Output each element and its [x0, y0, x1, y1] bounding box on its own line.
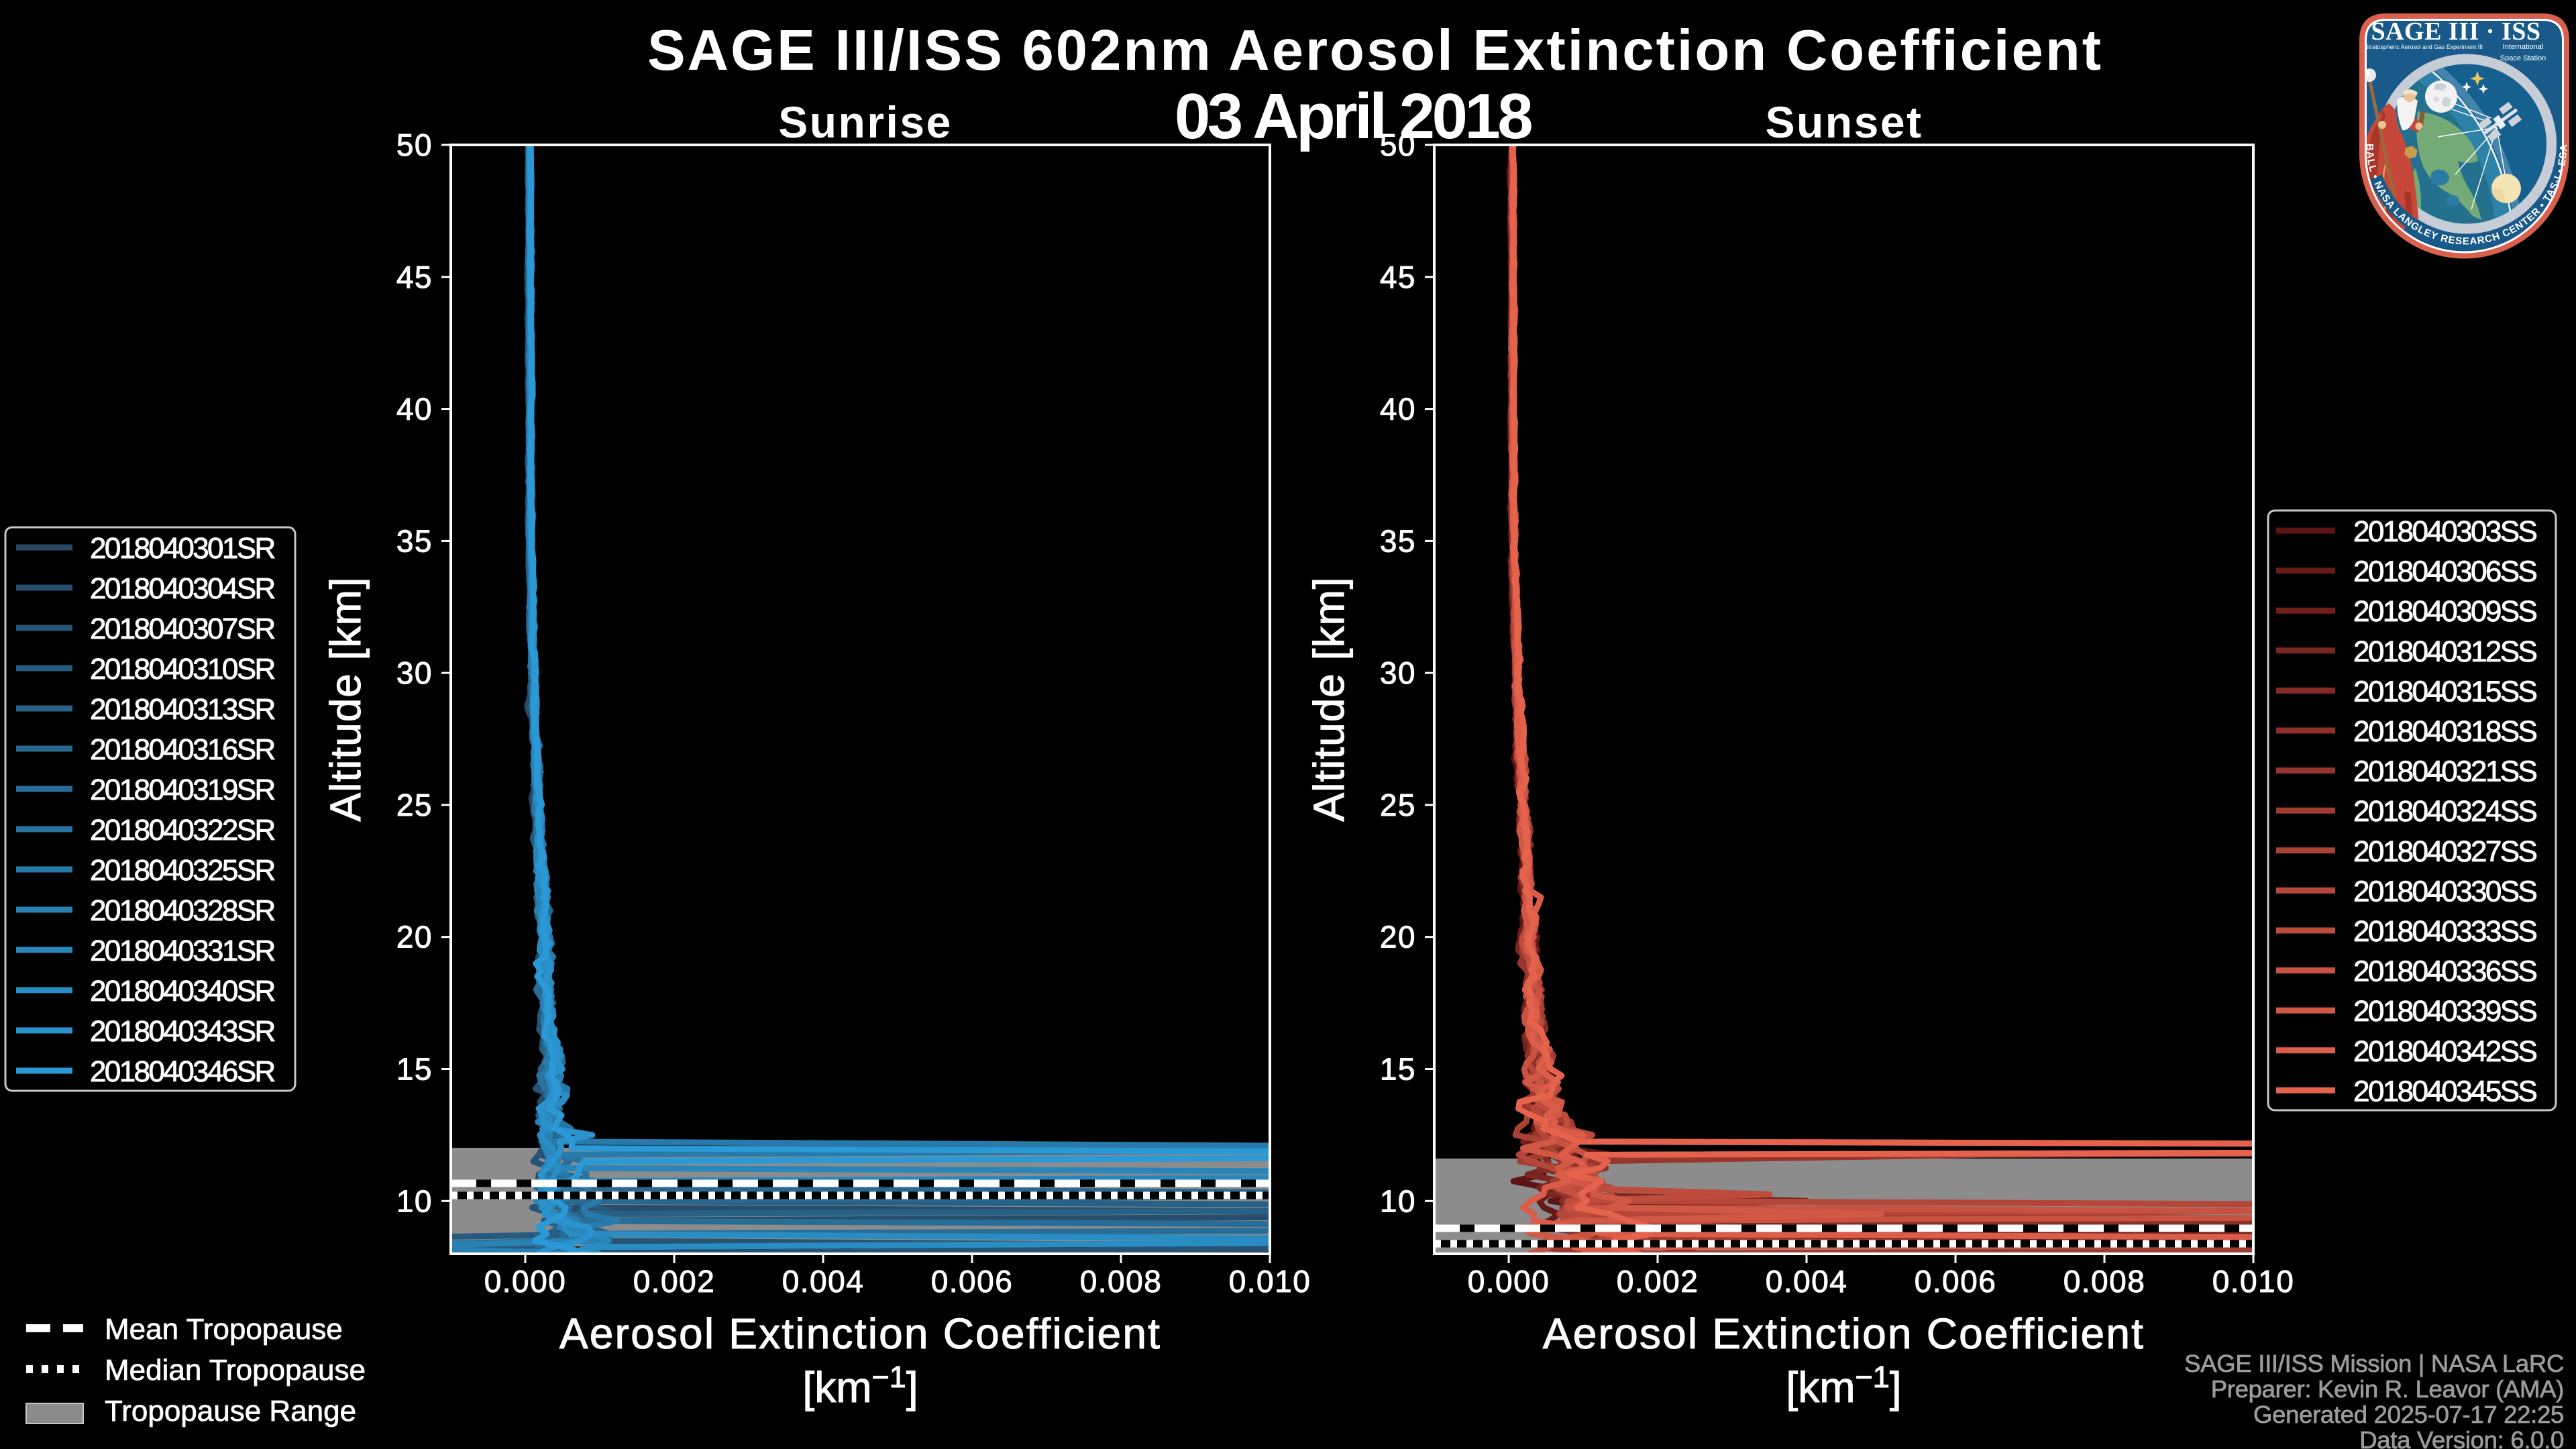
svg-text:2018040343SR: 2018040343SR — [90, 1015, 274, 1048]
svg-text:SAGE III/ISS Mission | NASA La: SAGE III/ISS Mission | NASA LaRC — [2184, 1350, 2564, 1377]
svg-text:0.008: 0.008 — [2063, 1264, 2146, 1299]
svg-text:15: 15 — [1380, 1052, 1416, 1087]
svg-text:Tropopause Range: Tropopause Range — [105, 1395, 356, 1428]
svg-text:30: 30 — [1380, 655, 1416, 690]
svg-text:35: 35 — [1380, 523, 1416, 558]
svg-text:0.004: 0.004 — [782, 1264, 865, 1299]
svg-text:2018040340SR: 2018040340SR — [90, 975, 274, 1008]
svg-text:15: 15 — [396, 1052, 433, 1087]
svg-text:2018040331SR: 2018040331SR — [90, 934, 274, 967]
svg-text:40: 40 — [1380, 392, 1416, 427]
svg-text:2018040328SR: 2018040328SR — [90, 894, 274, 927]
svg-text:Sunrise: Sunrise — [778, 97, 953, 147]
svg-text:2018040346SR: 2018040346SR — [90, 1055, 274, 1088]
svg-text:Data Version: 6.0.0: Data Version: 6.0.0 — [2359, 1426, 2564, 1449]
svg-text:30: 30 — [396, 655, 433, 690]
svg-text:2018040325SR: 2018040325SR — [90, 854, 274, 887]
svg-text:20: 20 — [1380, 920, 1416, 955]
svg-text:0.006: 0.006 — [931, 1264, 1014, 1299]
svg-text:[km−1]: [km−1] — [802, 1360, 918, 1411]
svg-text:2018040301SR: 2018040301SR — [90, 532, 274, 565]
svg-text:Sunset: Sunset — [1765, 97, 1923, 147]
svg-text:0.004: 0.004 — [1766, 1264, 1848, 1299]
svg-text:10: 10 — [1380, 1183, 1416, 1218]
svg-text:SAGE III · ISS: SAGE III · ISS — [2371, 17, 2540, 46]
svg-text:2018040310SR: 2018040310SR — [90, 653, 274, 686]
svg-text:2018040324SS: 2018040324SS — [2353, 795, 2536, 828]
svg-text:SAGE III/ISS 602nm Aerosol Ext: SAGE III/ISS 602nm Aerosol Extinction Co… — [647, 19, 2103, 83]
svg-text:2018040336SS: 2018040336SS — [2353, 955, 2536, 988]
svg-text:2018040330SS: 2018040330SS — [2353, 875, 2536, 908]
svg-text:0.006: 0.006 — [1915, 1264, 1997, 1299]
svg-text:2018040322SR: 2018040322SR — [90, 814, 274, 847]
svg-text:2018040304SR: 2018040304SR — [90, 572, 274, 605]
svg-text:40: 40 — [396, 392, 433, 427]
svg-text:0.002: 0.002 — [1617, 1264, 1699, 1299]
svg-text:2018040327SS: 2018040327SS — [2353, 835, 2536, 868]
svg-text:International: International — [2503, 43, 2544, 51]
svg-text:2018040333SS: 2018040333SS — [2353, 915, 2536, 948]
svg-text:50: 50 — [396, 127, 433, 162]
svg-text:03 April 2018: 03 April 2018 — [1175, 80, 1532, 152]
svg-text:25: 25 — [396, 788, 433, 822]
svg-text:Aerosol Extinction Coefficient: Aerosol Extinction Coefficient — [559, 1309, 1161, 1358]
svg-text:Generated 2025-07-17 22:25: Generated 2025-07-17 22:25 — [2253, 1401, 2564, 1428]
svg-text:2018040321SS: 2018040321SS — [2353, 755, 2536, 788]
svg-text:Altitude [km]: Altitude [km] — [1305, 576, 1353, 821]
svg-text:2018040306SS: 2018040306SS — [2353, 555, 2536, 588]
svg-text:35: 35 — [396, 523, 433, 558]
svg-text:Aerosol Extinction Coefficient: Aerosol Extinction Coefficient — [1543, 1309, 2145, 1358]
svg-text:2018040345SS: 2018040345SS — [2353, 1075, 2536, 1108]
svg-text:2018040316SR: 2018040316SR — [90, 733, 274, 766]
svg-text:2018040315SS: 2018040315SS — [2353, 675, 2536, 708]
svg-text:2018040339SS: 2018040339SS — [2353, 995, 2536, 1028]
svg-text:45: 45 — [1380, 260, 1416, 294]
svg-text:2018040303SS: 2018040303SS — [2353, 515, 2536, 548]
svg-text:2018040312SS: 2018040312SS — [2353, 635, 2536, 668]
svg-text:45: 45 — [396, 260, 433, 294]
svg-text:2018040318SS: 2018040318SS — [2353, 715, 2536, 748]
svg-text:10: 10 — [396, 1183, 433, 1218]
svg-text:2018040307SR: 2018040307SR — [90, 612, 274, 645]
svg-text:0.002: 0.002 — [633, 1264, 716, 1299]
svg-text:25: 25 — [1380, 788, 1416, 822]
svg-text:Mean Tropopause: Mean Tropopause — [105, 1313, 343, 1346]
svg-text:0.008: 0.008 — [1080, 1264, 1163, 1299]
svg-text:20: 20 — [396, 920, 433, 955]
svg-text:Preparer: Kevin R. Leavor (AMA: Preparer: Kevin R. Leavor (AMA) — [2211, 1375, 2564, 1403]
svg-text:Median Tropopause: Median Tropopause — [105, 1354, 366, 1387]
svg-text:0.000: 0.000 — [484, 1264, 567, 1299]
svg-text:2018040342SS: 2018040342SS — [2353, 1035, 2536, 1068]
svg-text:Altitude [km]: Altitude [km] — [321, 576, 370, 821]
svg-text:50: 50 — [1380, 127, 1416, 162]
svg-text:0.010: 0.010 — [1229, 1264, 1311, 1299]
svg-text:2018040319SR: 2018040319SR — [90, 773, 274, 806]
svg-text:0.010: 0.010 — [2212, 1264, 2295, 1299]
svg-text:Stratospheric Aerosol and Gas: Stratospheric Aerosol and Gas Experiment… — [2365, 44, 2483, 50]
svg-text:0.000: 0.000 — [1468, 1264, 1550, 1299]
svg-text:2018040309SS: 2018040309SS — [2353, 595, 2536, 628]
svg-text:2018040313SR: 2018040313SR — [90, 693, 274, 726]
svg-text:Space Station: Space Station — [2500, 54, 2546, 62]
svg-text:[km−1]: [km−1] — [1786, 1360, 1901, 1411]
